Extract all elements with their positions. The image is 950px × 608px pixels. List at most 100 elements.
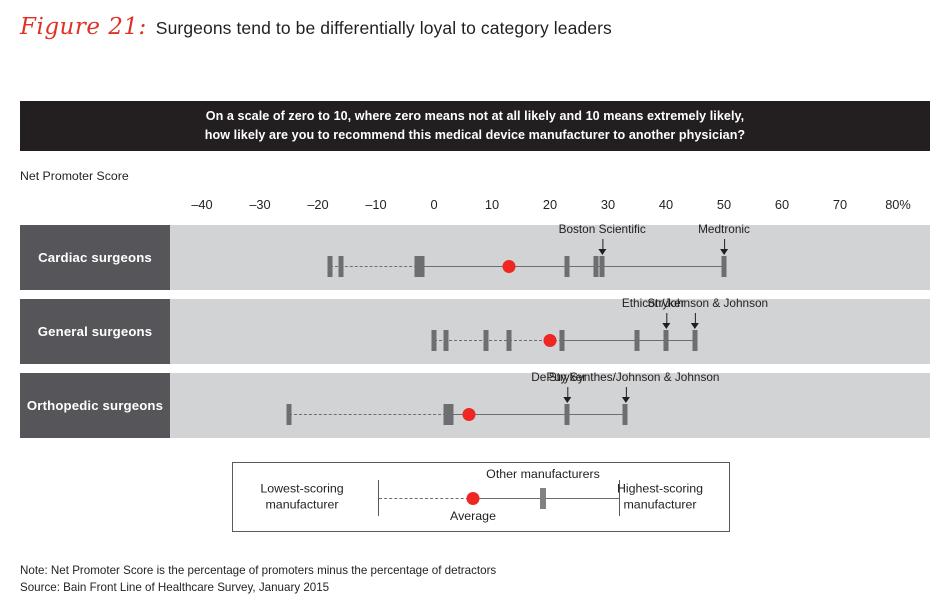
question-line-1: On a scale of zero to 10, where zero mea… bbox=[205, 109, 745, 124]
annotation-label: Medtronic bbox=[698, 222, 750, 236]
annotation-arrow-head bbox=[621, 397, 630, 403]
manufacturer-mark bbox=[564, 404, 570, 425]
annotation-label: Boston Scientific bbox=[558, 222, 646, 236]
row-label: Orthopedic surgeons bbox=[26, 398, 164, 413]
annotation-callout: Boston Scientific bbox=[558, 222, 646, 255]
manufacturer-mark bbox=[286, 404, 292, 425]
range-dashed-segment bbox=[329, 266, 423, 267]
x-tick--30: –30 bbox=[249, 197, 271, 212]
annotation-callout: Medtronic bbox=[698, 222, 750, 255]
footnote-source: Source: Bain Front Line of Healthcare Su… bbox=[20, 580, 330, 594]
x-tick-0: 0 bbox=[430, 197, 438, 212]
axis-caption: Net Promoter Score bbox=[20, 169, 129, 183]
row-label: General surgeons bbox=[37, 324, 153, 339]
x-tick-10: 10 bbox=[484, 197, 500, 212]
annotation-label: DePuy Synthes/Johnson & Johnson bbox=[531, 370, 720, 384]
manufacturer-mark bbox=[559, 330, 565, 351]
average-dot bbox=[502, 260, 516, 273]
chart-row: General surgeons Stryker Ethicon/Johnson &… bbox=[20, 296, 930, 364]
manufacturer-mark bbox=[663, 330, 669, 351]
annotation-arrow-stem bbox=[666, 313, 667, 324]
manufacturer-mark bbox=[443, 404, 449, 425]
row-label-box: General surgeons bbox=[20, 299, 170, 364]
manufacturer-mark bbox=[692, 330, 698, 351]
legend-average-dot bbox=[466, 492, 480, 505]
footnote-note: Note: Net Promoter Score is the percenta… bbox=[20, 564, 497, 577]
annotation-arrow-stem bbox=[694, 313, 696, 324]
x-tick-60: 60 bbox=[774, 197, 790, 212]
manufacturer-mark bbox=[419, 256, 425, 277]
annotation-callout: DePuy Synthes/Johnson & Johnson bbox=[531, 370, 720, 403]
annotation-arrow-head bbox=[598, 249, 607, 255]
manufacturer-mark bbox=[327, 256, 333, 277]
average-dot bbox=[462, 408, 476, 421]
chart-row: Cardiac surgeons Boston Scientific Medtron… bbox=[20, 222, 930, 290]
row-label-box: Orthopedic surgeons bbox=[20, 373, 170, 438]
legend-manufacturer-mark bbox=[540, 488, 546, 509]
figure-title-text: Surgeons tend to be differentially loyal… bbox=[155, 18, 612, 38]
legend-dashed-segment bbox=[379, 498, 479, 499]
row-plot: Stryker Ethicon/Johnson & Johnson bbox=[20, 296, 930, 364]
annotation-arrow-head bbox=[662, 323, 670, 329]
x-tick--10: –10 bbox=[365, 197, 387, 212]
annotation-label: Stryker bbox=[647, 296, 685, 310]
row-plot: Stryker DePuy Synthes/Johnson & Johnson bbox=[20, 370, 930, 438]
manufacturer-mark bbox=[564, 256, 570, 277]
x-axis-tick-labels: –40 –30 –20 –10 0 10 20 30 40 50 60 70 80% bbox=[0, 197, 950, 215]
legend-other-manufacturers-label: Other manufacturers bbox=[486, 467, 600, 481]
range-dashed-segment bbox=[434, 340, 562, 341]
manufacturer-mark bbox=[443, 330, 449, 351]
annotation-callout: Stryker bbox=[548, 370, 587, 403]
legend-lowest-label: Lowest-scoring manufacturer bbox=[260, 481, 344, 512]
manufacturer-mark bbox=[593, 256, 599, 277]
annotation-label: Stryker bbox=[548, 370, 587, 384]
legend-solid-segment bbox=[479, 498, 619, 499]
x-tick-70: 70 bbox=[832, 197, 848, 212]
range-solid-segment bbox=[561, 340, 695, 341]
row-plot: Boston Scientific Medtronic bbox=[20, 222, 930, 290]
annotation-label: Ethicon/Johnson & Johnson bbox=[621, 296, 769, 310]
x-tick--20: –20 bbox=[307, 197, 329, 212]
manufacturer-mark bbox=[338, 256, 344, 277]
manufacturer-mark bbox=[506, 330, 512, 351]
chart-row: Orthopedic surgeons Stryker DePuy Synthes/… bbox=[20, 370, 930, 438]
legend-left-cap bbox=[378, 480, 379, 516]
legend-average-label: Average bbox=[450, 509, 496, 523]
average-dot bbox=[543, 334, 557, 347]
row-label-box: Cardiac surgeons bbox=[20, 225, 170, 290]
x-tick-30: 30 bbox=[600, 197, 616, 212]
annotation-arrow-stem bbox=[625, 387, 627, 398]
legend-box: Lowest-scoring manufacturer Other manufac… bbox=[232, 462, 730, 532]
page-title: Figure 21: Surgeons tend to be different… bbox=[20, 14, 612, 40]
manufacturer-mark bbox=[431, 330, 437, 351]
range-dashed-segment bbox=[289, 414, 452, 415]
annotation-arrow-head bbox=[719, 249, 728, 255]
figure-number: Figure 21: bbox=[20, 14, 147, 40]
manufacturer-mark bbox=[599, 256, 605, 277]
legend-highest-label: Highest-scoring manufacturer bbox=[616, 481, 704, 512]
manufacturer-mark bbox=[634, 330, 640, 351]
annotation-arrow-stem bbox=[602, 239, 604, 250]
legend-right-cap bbox=[619, 480, 620, 516]
x-tick-20: 20 bbox=[542, 197, 558, 212]
annotation-callout: Ethicon/Johnson & Johnson bbox=[621, 296, 769, 329]
annotation-callout: Stryker bbox=[647, 296, 685, 329]
question-banner: On a scale of zero to 10, where zero mea… bbox=[20, 101, 930, 151]
manufacturer-mark bbox=[721, 256, 727, 277]
x-tick-40: 40 bbox=[658, 197, 674, 212]
manufacturer-mark bbox=[414, 256, 420, 277]
range-solid-segment bbox=[451, 414, 626, 415]
x-tick-50: 50 bbox=[716, 197, 732, 212]
annotation-arrow-stem bbox=[723, 239, 725, 250]
x-tick--40: –40 bbox=[191, 197, 213, 212]
annotation-arrow-head bbox=[690, 323, 699, 329]
range-solid-segment bbox=[422, 266, 724, 267]
annotation-arrow-head bbox=[563, 397, 572, 403]
row-label: Cardiac surgeons bbox=[38, 250, 152, 265]
manufacturer-mark bbox=[483, 330, 489, 351]
footnotes: Note: Net Promoter Score is the percenta… bbox=[20, 563, 496, 597]
manufacturer-mark bbox=[622, 404, 628, 425]
manufacturer-mark bbox=[448, 404, 454, 425]
x-tick-80: 80% bbox=[885, 197, 911, 212]
